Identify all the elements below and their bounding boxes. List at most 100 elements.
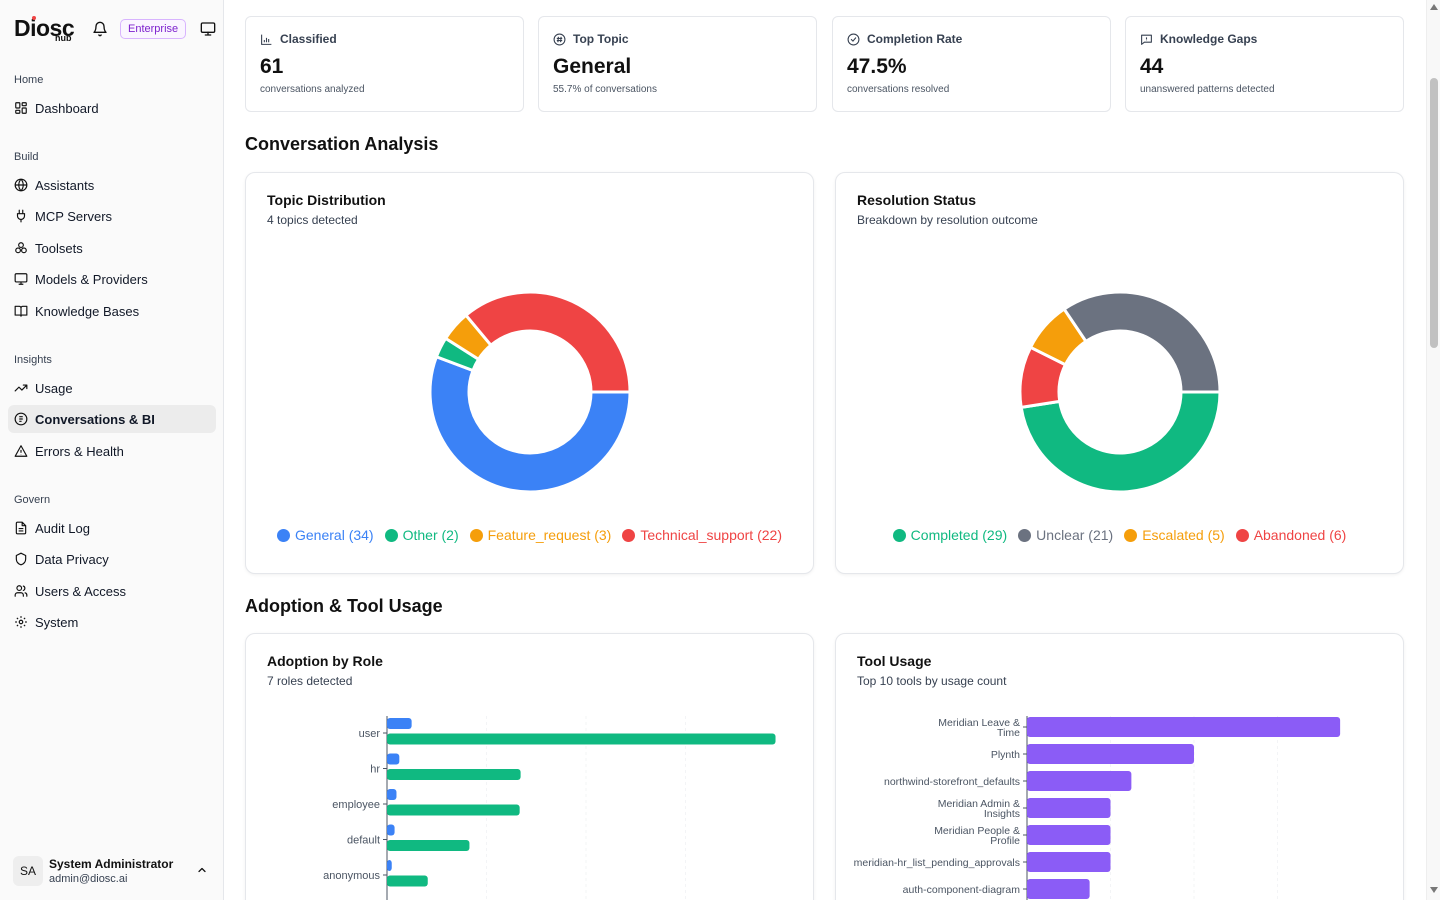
sidebar-item-label: Usage [35, 380, 73, 396]
document-icon [15, 521, 27, 535]
user-name: System Administrator [49, 856, 174, 871]
bar-meridian-hr-list-pending-approvals[interactable] [1027, 852, 1111, 872]
bar-employee-series-2[interactable] [387, 804, 520, 816]
trend-icon [14, 384, 28, 392]
monitor-icon [14, 273, 28, 285]
sidebar-item-label: Assistants [35, 177, 95, 193]
y-tick-label: default [347, 835, 380, 847]
y-tick-label: meridian-hr_list_pending_approvals [854, 857, 1020, 869]
sidebar-item-conversations-bi[interactable]: Conversations & BI [8, 405, 216, 433]
legend-label: Escalated (5) [1142, 527, 1225, 543]
logo-dot [32, 16, 36, 20]
tool-usage-panel: Tool Usage Top 10 tools by usage count M… [835, 633, 1404, 900]
legend-item-feature-request[interactable]: Feature_request (3) [469, 527, 611, 543]
stat-value: 44 [1140, 55, 1164, 78]
scroll-thumb[interactable] [1430, 78, 1438, 348]
sidebar-item-usage[interactable]: Usage [8, 374, 216, 402]
sidebar-item-toolsets[interactable]: Toolsets [8, 234, 216, 262]
conversations-icon [14, 412, 28, 426]
bar-user-series-2[interactable] [387, 733, 776, 745]
topic-legend: General (34) Other (2) Feature_request (3)… [246, 527, 813, 543]
bar-anonymous-series-1[interactable] [387, 860, 392, 871]
legend-item-abandoned[interactable]: Abandoned (6) [1235, 527, 1346, 543]
donut-slice-general[interactable] [428, 354, 632, 494]
bar-anonymous-series-2[interactable] [387, 875, 428, 887]
globe-icon [14, 178, 28, 192]
scroll-down-arrow-icon[interactable] [1430, 887, 1438, 893]
topic-donut-chart [428, 290, 632, 494]
stat-header: Top Topic [553, 32, 629, 46]
sidebar-item-label: Errors & Health [35, 443, 124, 459]
legend-item-completed[interactable]: Completed (29) [892, 527, 1008, 543]
y-tick-label: employee [332, 799, 380, 811]
user-menu[interactable]: SA System Administrator admin@diosc.ai [8, 848, 216, 894]
sidebar-item-knowledge-bases[interactable]: Knowledge Bases [8, 297, 216, 325]
stat-card-top-topic: Top Topic General 55.7% of conversations [538, 16, 817, 112]
bar-hr-series-1[interactable] [387, 753, 400, 765]
sidebar-item-label: Data Privacy [35, 551, 109, 567]
legend-swatch [1235, 528, 1249, 542]
legend-item-unclear[interactable]: Unclear (21) [1018, 527, 1113, 543]
hash-icon [553, 33, 566, 45]
scroll-up-arrow-icon[interactable] [1430, 4, 1438, 10]
bar-meridian-admin-insights[interactable] [1027, 798, 1111, 818]
stat-header: Knowledge Gaps [1140, 32, 1257, 46]
sidebar-item-data-privacy[interactable]: Data Privacy [8, 545, 216, 573]
legend-label: Completed (29) [910, 527, 1008, 543]
logo-sub: hub [55, 33, 72, 43]
sidebar-item-dashboard[interactable]: Dashboard [8, 94, 216, 122]
sidebar-item-users-access[interactable]: Users & Access [8, 577, 216, 605]
sidebar-item-models-providers[interactable]: Models & Providers [8, 265, 216, 293]
sidebar-item-audit-log[interactable]: Audit Log [8, 514, 216, 542]
legend-label: Technical_support (22) [640, 527, 782, 543]
legend-item-general[interactable]: General (34) [277, 527, 374, 543]
legend-item-technical-support[interactable]: Technical_support (22) [622, 527, 782, 543]
plug-icon [16, 209, 26, 223]
section-title-adoption: Adoption & Tool Usage [245, 596, 443, 616]
sidebar-item-label: Audit Log [35, 520, 90, 536]
panel-title: Tool Usage [857, 653, 932, 669]
book-icon [14, 305, 28, 317]
legend-label: Other (2) [402, 527, 459, 543]
sidebar-item-system[interactable]: System [8, 608, 216, 636]
bell-icon[interactable] [92, 21, 108, 37]
bar-default-series-1[interactable] [387, 824, 395, 836]
bar-hr-series-2[interactable] [387, 769, 521, 780]
logo[interactable]: Diosc hub [14, 16, 78, 44]
brand-row: Diosc hub Enterprise [14, 16, 219, 44]
panel-subtitle: Top 10 tools by usage count [857, 674, 1007, 688]
legend-label: General (34) [295, 527, 374, 543]
topic-distribution-panel: Topic Distribution 4 topics detected Gen… [245, 172, 814, 574]
bar-northwind-storefront-defaults[interactable] [1027, 771, 1132, 791]
donut-slice-unclear[interactable] [1062, 290, 1222, 394]
bar-plynth[interactable] [1027, 744, 1194, 764]
bar-default-series-2[interactable] [387, 840, 470, 851]
sidebar-item-mcp-servers[interactable]: MCP Servers [8, 202, 216, 230]
y-tick-label: Meridian Admin & Insights [938, 798, 1020, 820]
panel-title: Topic Distribution [267, 192, 386, 208]
bar-user-series-1[interactable] [387, 718, 412, 729]
adoption-bar-chart: user hr employee default anonymous [323, 716, 776, 900]
bar-meridian-people-profile[interactable] [1027, 825, 1111, 845]
sidebar-item-assistants[interactable]: Assistants [8, 171, 216, 199]
scrollbar[interactable] [1426, 0, 1440, 900]
bar-employee-series-1[interactable] [387, 789, 397, 800]
stat-header: Classified [260, 32, 337, 46]
legend-swatch [277, 528, 290, 542]
chevron-up-icon[interactable] [196, 864, 208, 876]
message-icon [1141, 34, 1152, 45]
check-circle-icon [847, 33, 860, 45]
nav-section-insights: Insights [14, 354, 52, 366]
monitor-icon[interactable] [200, 21, 216, 37]
sidebar-item-errors-health[interactable]: Errors & Health [8, 437, 216, 465]
bar-auth-component-diagram[interactable] [1027, 879, 1090, 899]
panel-subtitle: 4 topics detected [267, 213, 358, 227]
legend-item-other[interactable]: Other (2) [384, 527, 459, 543]
sidebar-item-label: Knowledge Bases [35, 303, 140, 319]
donut-slice-technical-support[interactable] [463, 290, 632, 394]
legend-swatch [1018, 528, 1032, 542]
donut-slice-completed[interactable] [1019, 390, 1222, 494]
resolution-legend: Completed (29) Unclear (21) Escalated (5) A… [836, 527, 1403, 543]
legend-item-escalated[interactable]: Escalated (5) [1124, 527, 1225, 543]
bar-meridian-leave-time[interactable] [1027, 717, 1341, 737]
